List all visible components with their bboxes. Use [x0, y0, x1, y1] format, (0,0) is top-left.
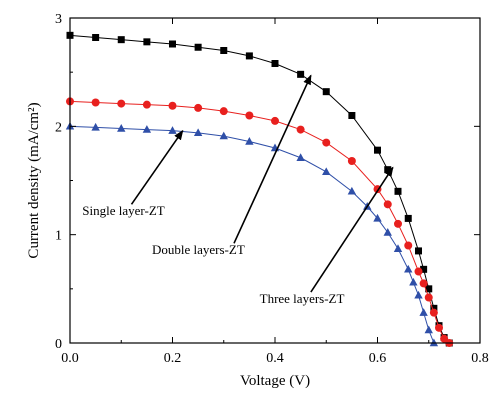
- data-point-triangle: [424, 325, 433, 334]
- data-point-square: [220, 47, 228, 54]
- data-point-circle: [322, 138, 331, 147]
- data-point-circle: [296, 125, 305, 134]
- data-point-circle: [219, 107, 228, 116]
- data-point-circle: [245, 111, 254, 120]
- series-layer: [65, 31, 454, 347]
- annotation-label: Single layer-ZT: [82, 203, 164, 218]
- data-point-circle: [414, 267, 423, 276]
- data-point-square: [169, 40, 176, 48]
- data-point-square: [245, 52, 253, 60]
- data-point-square: [420, 265, 428, 273]
- data-point-circle: [142, 100, 151, 109]
- data-point-square: [425, 285, 433, 293]
- data-point-square: [394, 187, 402, 195]
- data-point-square: [194, 43, 202, 51]
- series-circle: [66, 97, 454, 347]
- data-point-circle: [383, 200, 392, 209]
- data-point-triangle: [414, 290, 423, 299]
- data-point-triangle: [296, 153, 305, 161]
- y-tick-label: 0: [55, 337, 62, 352]
- data-point-square: [271, 60, 279, 67]
- x-tick-label: 0.4: [266, 351, 284, 366]
- series-triangle: [65, 121, 439, 347]
- data-point-circle: [271, 116, 279, 125]
- annotation-arrow: [310, 166, 394, 293]
- data-point-triangle: [219, 131, 228, 140]
- x-axis-title: Voltage (V): [240, 373, 310, 389]
- y-tick-label: 1: [55, 229, 62, 244]
- data-point-triangle: [347, 186, 357, 195]
- y-axis-title: Current density (mA/cm²): [26, 102, 42, 258]
- x-tick-label: 0.8: [471, 351, 489, 366]
- y-tick-label: 2: [55, 120, 62, 135]
- data-point-circle: [435, 323, 443, 332]
- data-point-square: [117, 36, 125, 44]
- data-point-square: [143, 38, 151, 46]
- data-point-triangle: [117, 124, 126, 132]
- data-point-triangle: [383, 228, 392, 236]
- annotation-layer: Single layer-ZT Double layers-ZT Three lay…: [82, 74, 394, 306]
- data-point-square: [415, 247, 422, 255]
- annotation-label: Double layers-ZT: [152, 242, 245, 257]
- annotation-label: Three layers-ZT: [260, 291, 345, 306]
- ticks: 0.0 0.2 0.4 0.6 0.8 0 1 2 3: [55, 12, 489, 366]
- data-point-square: [297, 70, 305, 78]
- data-point-circle: [424, 293, 433, 302]
- data-point-triangle: [245, 137, 254, 145]
- x-tick-label: 0.6: [369, 351, 387, 366]
- data-point-triangle: [142, 125, 152, 133]
- x-tick-label: 0.2: [164, 351, 182, 366]
- data-point-triangle: [419, 308, 428, 316]
- data-point-triangle: [193, 128, 203, 137]
- data-point-triangle: [373, 213, 382, 222]
- data-point-square: [348, 112, 356, 119]
- data-point-circle: [347, 157, 356, 165]
- data-point-triangle: [409, 277, 418, 286]
- data-point-circle: [194, 103, 203, 112]
- data-point-triangle: [429, 338, 439, 347]
- data-point-triangle: [393, 244, 403, 252]
- data-point-triangle: [322, 167, 331, 176]
- data-point-circle: [404, 241, 413, 250]
- data-point-triangle: [168, 126, 177, 134]
- y-tick-label: 3: [55, 12, 62, 27]
- data-point-circle: [429, 308, 438, 317]
- data-point-square: [374, 146, 381, 154]
- data-point-circle: [419, 279, 428, 288]
- series-line-circle: [69, 100, 450, 344]
- data-point-square: [404, 214, 412, 222]
- data-point-circle: [394, 219, 402, 228]
- data-point-triangle: [404, 264, 413, 273]
- annotation-arrow: [233, 74, 312, 244]
- data-point-square: [92, 34, 100, 41]
- data-point-circle: [117, 99, 126, 108]
- data-point-circle: [168, 101, 177, 110]
- x-tick-label: 0.0: [61, 351, 79, 366]
- data-point-circle: [91, 98, 100, 107]
- series-line-triangle: [69, 125, 435, 344]
- annotation-arrow: [130, 129, 184, 205]
- data-point-square: [322, 88, 330, 96]
- data-point-triangle: [91, 122, 100, 131]
- data-point-square: [430, 304, 438, 312]
